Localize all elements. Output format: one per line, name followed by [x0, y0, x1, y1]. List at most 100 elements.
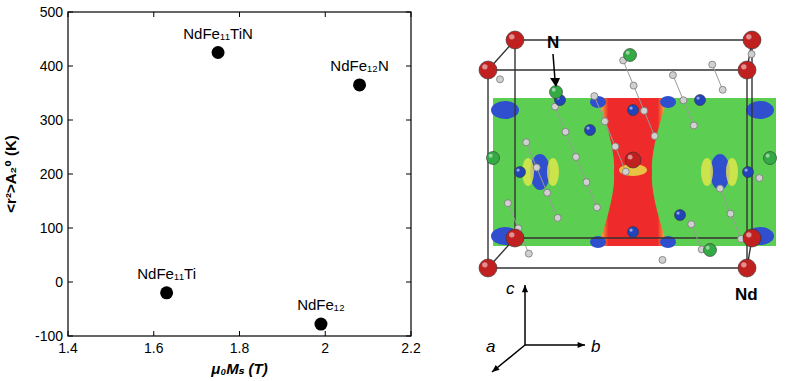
fe-atom: [756, 175, 763, 182]
y-tick-label: 100: [40, 220, 64, 236]
blue-atom: [628, 227, 639, 238]
fe-atom: [591, 93, 598, 100]
point-label: NdFe₁₁TiN: [183, 25, 253, 42]
blue-atom-highlight: [676, 211, 679, 214]
y-tick: [406, 174, 411, 175]
nd-atom-highlight: [509, 232, 514, 237]
points: [160, 46, 366, 331]
nd-atom-highlight: [628, 155, 633, 160]
crystal-diagram: NNdcab: [479, 31, 777, 372]
y-tick-label: 300: [40, 112, 64, 128]
bond: [683, 100, 693, 125]
n-label: N: [547, 33, 559, 52]
blue-atom-highlight: [629, 228, 632, 231]
nd-label: Nd: [735, 285, 758, 304]
y-tick-label: 0: [55, 274, 63, 290]
fe-atom: [727, 210, 734, 217]
fe-atom: [572, 154, 579, 161]
blue-atom-highlight: [744, 168, 747, 171]
point-label: NdFe₁₂N: [330, 57, 388, 74]
nd-atom: [625, 152, 641, 168]
bond: [615, 147, 625, 172]
fe-atom: [641, 107, 648, 114]
x-tick: [153, 12, 154, 17]
nd-atom: [506, 31, 524, 49]
n-atom: [487, 152, 500, 165]
c-axis-label: c: [506, 279, 515, 298]
y-tick-label: 400: [40, 58, 64, 74]
bond: [576, 157, 586, 182]
fe-atom: [533, 164, 540, 171]
blue-atom-highlight: [629, 106, 632, 109]
n-atom: [704, 244, 717, 257]
point: [212, 46, 225, 59]
a-axis-arrow: [492, 345, 525, 372]
y-axis-label: <r²>A₂⁰ (K): [2, 135, 19, 212]
figure: 1.41.61.822.2-1000100200300400500μ₀Mₛ (T…: [0, 0, 791, 381]
nd-atom-highlight: [482, 64, 487, 69]
bond: [537, 168, 547, 193]
point: [160, 286, 173, 299]
nd-atom-highlight: [746, 232, 751, 237]
fe-atom: [690, 122, 697, 129]
plot-frame: [68, 12, 411, 336]
fe-atom: [497, 76, 504, 83]
fe-atom: [630, 82, 637, 89]
x-tick-label: 1.8: [230, 340, 250, 356]
nd-atom-highlight: [509, 34, 514, 39]
n-atom-highlight: [489, 154, 493, 158]
fe-atom: [748, 51, 755, 58]
point: [353, 78, 366, 91]
y-tick: [406, 336, 411, 337]
blue-atom-highlight: [696, 96, 699, 99]
n-arrowhead: [550, 78, 560, 87]
fe-atom: [554, 214, 561, 221]
nd-atom-highlight: [482, 262, 487, 267]
fe-atom: [688, 221, 695, 228]
density-region: [701, 158, 713, 186]
x-tick: [325, 331, 326, 336]
x-tick-label: 2: [321, 340, 329, 356]
nd-atom: [738, 61, 756, 79]
bond: [644, 111, 654, 136]
fe-atom: [622, 168, 629, 175]
x-tick: [68, 12, 69, 17]
fe-atom: [612, 143, 619, 150]
nd-atom-highlight: [741, 64, 746, 69]
point: [314, 318, 327, 331]
fe-atom: [651, 133, 658, 140]
point-label: NdFe₁₁Ti: [137, 265, 196, 282]
bond: [566, 132, 576, 157]
fe-atom: [659, 256, 666, 263]
y-tick: [406, 282, 411, 283]
density-plane: [493, 98, 776, 246]
bond: [691, 224, 701, 249]
bond: [623, 60, 633, 85]
density-region: [547, 158, 559, 186]
density-region: [746, 101, 774, 119]
bond: [508, 203, 518, 228]
fe-atom: [583, 179, 590, 186]
blue-atom: [695, 95, 706, 106]
cell-edge: [488, 70, 747, 268]
c-axis-arrow-head: [522, 285, 528, 292]
bond: [547, 193, 557, 218]
n-atom-highlight: [552, 88, 556, 92]
blue-atom-highlight: [586, 126, 589, 129]
density-region: [660, 96, 676, 108]
blue-atom: [675, 210, 686, 221]
n-arrow: [553, 54, 555, 80]
bond: [731, 214, 741, 239]
fe-atom: [523, 139, 530, 146]
bond: [605, 121, 615, 146]
fe-atom: [544, 189, 551, 196]
y-tick: [406, 66, 411, 67]
fe-atom: [504, 200, 511, 207]
y-tick: [68, 174, 73, 175]
x-tick: [239, 12, 240, 17]
nd-atom: [743, 31, 761, 49]
blue-atom: [585, 125, 596, 136]
n-atom: [764, 152, 777, 165]
blue-atom-highlight: [516, 168, 519, 171]
bond: [555, 107, 565, 132]
